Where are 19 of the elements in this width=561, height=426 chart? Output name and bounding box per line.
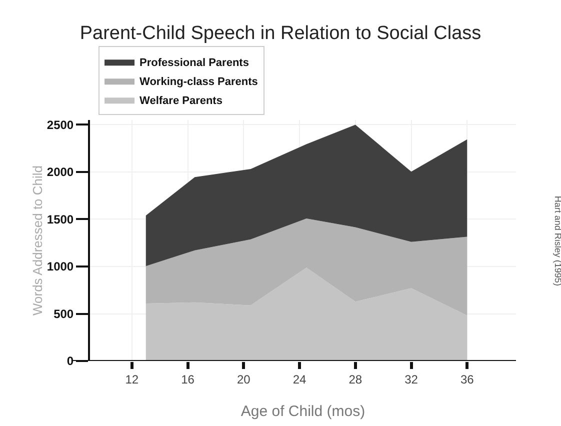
x-tick-label: 20 [236, 372, 251, 386]
y-tick-label: 1000 [46, 260, 74, 274]
x-axis-title: Age of Child (mos) [240, 403, 366, 420]
y-tick-label: 2500 [46, 118, 74, 132]
x-tick-label: 32 [404, 372, 418, 386]
x-tick-label: 36 [460, 372, 474, 386]
x-tick-label: 24 [292, 372, 307, 386]
x-tick-label: 16 [181, 372, 195, 386]
legend-label: Professional Parents [140, 56, 249, 69]
y-tick-label: 500 [54, 306, 74, 321]
x-tick-label: 28 [348, 372, 362, 386]
x-tick-label: 12 [125, 372, 139, 386]
chart-title: Parent-Child Speech in Relation to Social Class [80, 22, 482, 44]
y-tick-label: 1500 [46, 212, 74, 226]
y-tick-label: 2000 [46, 165, 74, 180]
y-tick-label: 0 [66, 354, 74, 368]
legend-label: Welfare Parents [140, 94, 222, 107]
y-axis-title: Words Addressed to Child [30, 165, 45, 316]
legend-label: Working-class Parents [140, 76, 258, 88]
